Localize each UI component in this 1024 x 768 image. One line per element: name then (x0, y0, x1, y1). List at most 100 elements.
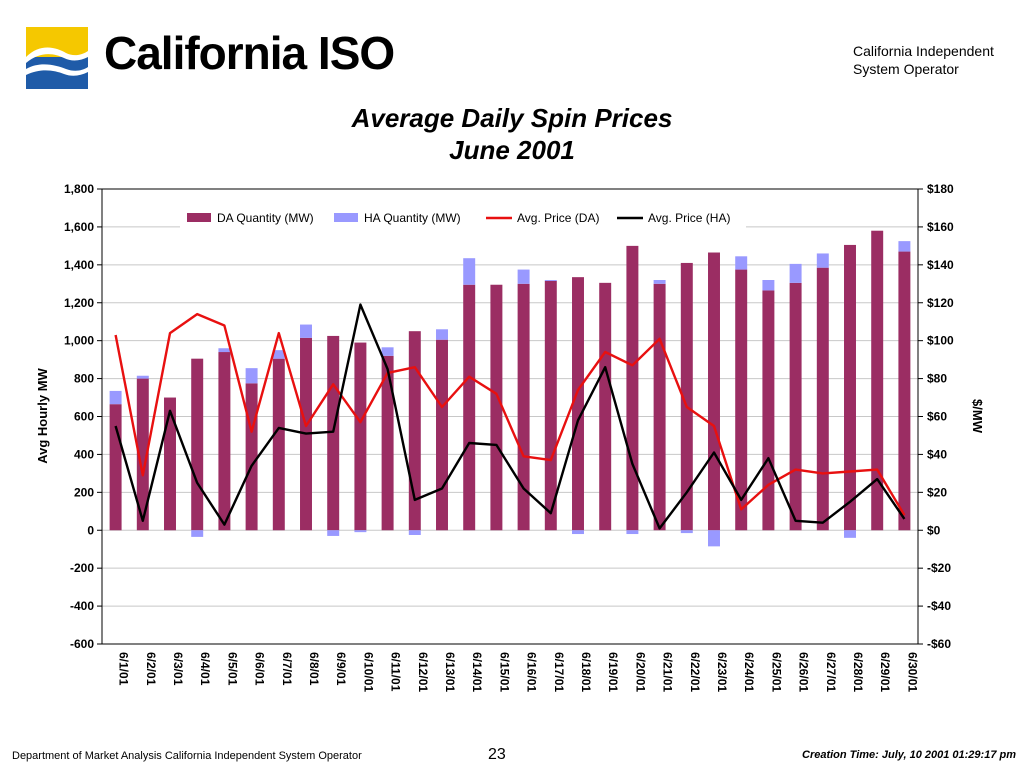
ha-quantity-bar (436, 329, 448, 340)
y-tick-label: 400 (74, 447, 94, 461)
da-quantity-bar (245, 383, 258, 531)
da-quantity-bar (164, 397, 176, 531)
category-label: 6/19/01 (606, 652, 620, 692)
category-label: 6/15/01 (497, 652, 511, 692)
y2-tick-label: $160 (927, 220, 954, 234)
ha-quantity-bar (218, 348, 231, 353)
category-label: 6/27/01 (824, 652, 838, 692)
ha-quantity-bar (354, 530, 367, 533)
ha-quantity-bar (109, 390, 122, 405)
da-quantity-bar (708, 252, 720, 531)
da-quantity-bar (844, 244, 856, 531)
avg-price-ha-line (114, 303, 906, 530)
da-quantity-bar (762, 290, 775, 531)
y2-tick-label: -$60 (927, 637, 951, 651)
da-quantity-bar (218, 352, 231, 531)
ha-quantity-bar (544, 280, 557, 281)
price-lines (114, 303, 906, 530)
category-label: 6/12/01 (416, 652, 430, 692)
category-label: 6/24/01 (742, 652, 756, 692)
da-quantity-bar (109, 404, 122, 531)
legend: DA Quantity (MW) HA Quantity (MW) Avg. Pri… (180, 208, 746, 228)
category-label: 6/23/01 (715, 652, 729, 692)
da-quantity-bar (572, 277, 584, 531)
ha-quantity-bar (245, 368, 258, 384)
da-quantity-bar (789, 282, 802, 531)
y-tick-label: 1,000 (64, 334, 94, 348)
da-quantity-bar (599, 282, 612, 531)
da-quantity-bar (871, 230, 884, 531)
ha-quantity-bar (762, 280, 775, 291)
category-label: 6/5/01 (225, 652, 239, 686)
y-tick-label: 1,400 (64, 258, 94, 272)
da-quantity-bar (680, 262, 693, 531)
ha-quantity-bar (191, 530, 204, 537)
y-tick-label: -400 (70, 599, 94, 613)
legend-swatch (187, 213, 211, 222)
category-label: 6/11/01 (389, 652, 403, 692)
da-quantity-bar (408, 331, 421, 531)
y2-tick-label: -$20 (927, 561, 951, 575)
y2-tick-label: $80 (927, 372, 947, 386)
ha-quantity-bar (844, 530, 856, 538)
da-quantity-bar (191, 358, 204, 531)
category-label: 6/25/01 (769, 652, 783, 692)
category-label: 6/17/01 (552, 652, 566, 692)
y-tick-label: -200 (70, 561, 94, 575)
category-label: 6/30/01 (905, 652, 919, 692)
legend-swatch (334, 213, 358, 222)
y-axis-label: Avg Hourly MW (35, 367, 50, 463)
da-quantity-bar (354, 342, 367, 531)
y2-tick-label: $120 (927, 296, 954, 310)
footer-department: Department of Market Analysis California… (12, 750, 362, 762)
category-label: 6/21/01 (661, 652, 675, 692)
y-tick-label: 600 (74, 410, 94, 424)
y2-tick-label: $100 (927, 334, 954, 348)
da-quantity-bar (735, 269, 748, 531)
brand-title: California ISO (104, 27, 395, 79)
da-quantity-bar (544, 280, 557, 531)
ha-quantity-bar (680, 530, 693, 534)
ha-quantity-bar (572, 530, 584, 535)
california-iso-logo (26, 27, 88, 89)
legend-label: Avg. Price (HA) (648, 211, 730, 225)
legend-label: Avg. Price (DA) (517, 211, 599, 225)
y2-tick-label: $60 (927, 410, 947, 424)
category-label: 6/28/01 (851, 652, 865, 692)
y2-tick-label: $0 (927, 523, 941, 537)
category-label: 6/10/01 (361, 652, 375, 692)
category-label: 6/16/01 (525, 652, 539, 692)
category-label: 6/29/01 (878, 652, 892, 692)
chart-subtitle: June 2001 (449, 135, 575, 165)
category-label: 6/14/01 (470, 652, 484, 692)
org-name-line2: System Operator (853, 61, 959, 77)
ha-quantity-bar (463, 258, 476, 285)
y-tick-label: 800 (74, 372, 94, 386)
y2-tick-label: $40 (927, 447, 947, 461)
da-quantity-bar (653, 283, 666, 531)
category-label: 6/1/01 (117, 652, 131, 686)
right-axis-ticks: -$60 -$40 -$20 $0 $20 $40 $60 $80 $100 $120 $140 $1… (918, 182, 954, 651)
y2-axis-label: $/MW (970, 399, 985, 434)
legend-label: HA Quantity (MW) (364, 211, 461, 225)
left-axis-ticks: -600 -400 -200 0 200 400 600 800 1,000 1,200 1,400… (64, 182, 102, 651)
y2-tick-label: $180 (927, 182, 954, 196)
ha-quantity-bar (789, 263, 802, 283)
y-tick-label: 1,800 (64, 182, 94, 196)
ha-quantity-bar (327, 530, 340, 536)
category-label: 6/2/01 (144, 652, 158, 686)
ha-quantity-bar (626, 530, 639, 535)
da-quantity-bar (816, 267, 829, 531)
page-number: 23 (488, 746, 506, 763)
org-name-line1: California Independent (853, 43, 994, 59)
da-quantity-bar (381, 355, 394, 531)
category-label: 6/3/01 (171, 652, 185, 686)
category-label: 6/26/01 (797, 652, 811, 692)
category-label: 6/9/01 (334, 652, 348, 686)
y2-tick-label: $20 (927, 485, 947, 499)
chart-heading: Average Daily Spin Prices June 2001 (0, 102, 1024, 166)
ha-quantity-bar (898, 241, 911, 252)
da-quantity-bar (272, 358, 285, 531)
creation-time: Creation Time: July, 10 2001 01:29:17 pm (802, 749, 1016, 761)
